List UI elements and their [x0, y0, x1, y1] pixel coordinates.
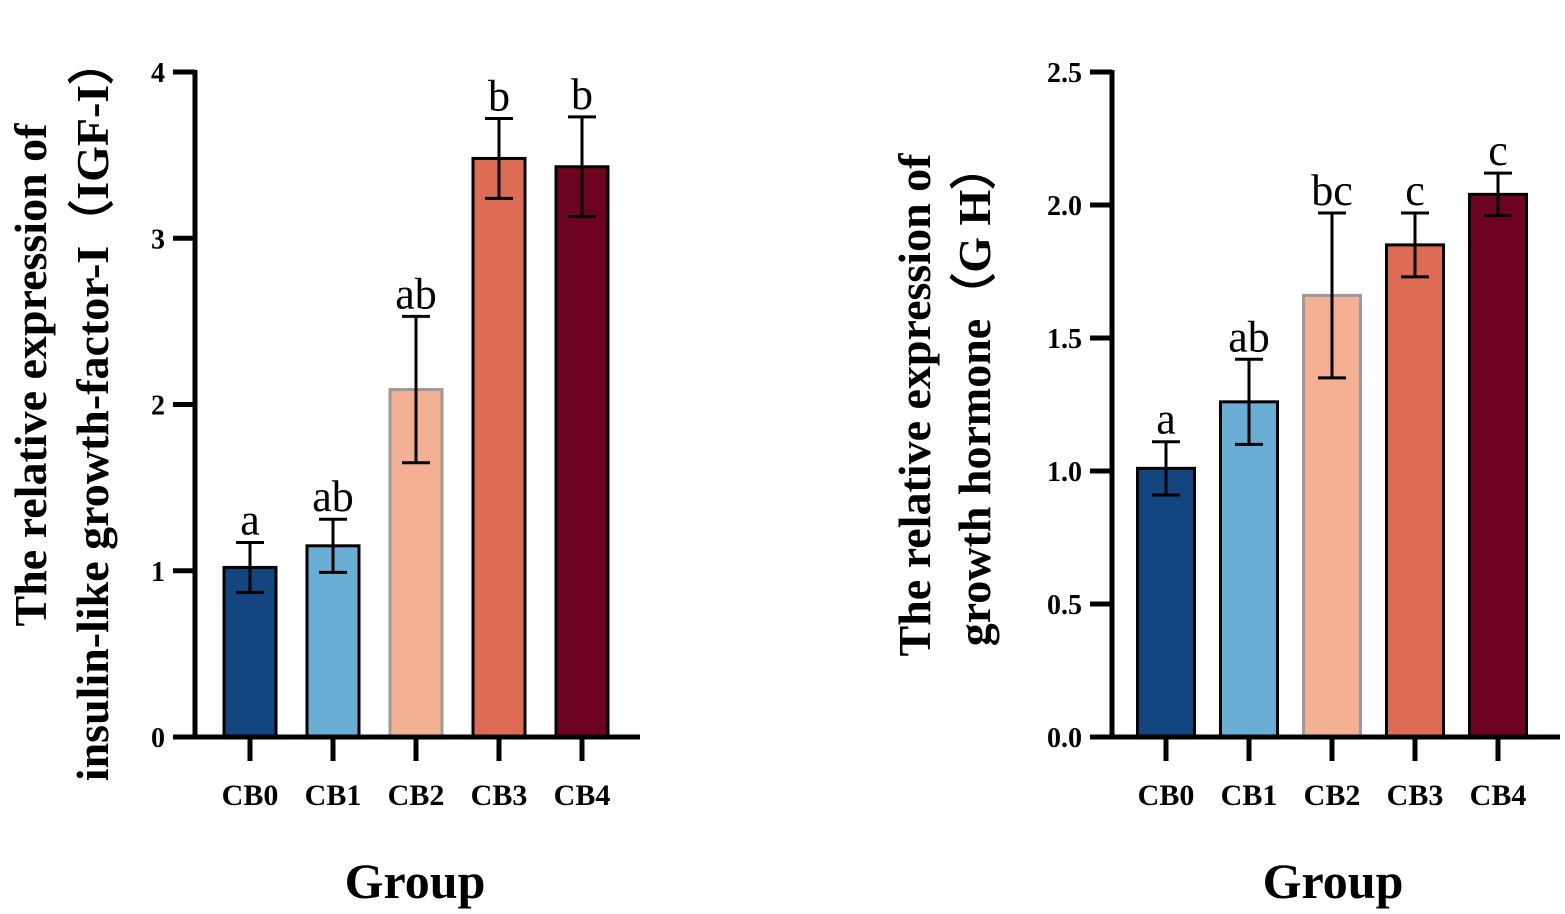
y-axis-label-line2: insulin-like growth-factor-I（IGF-I） — [67, 39, 118, 781]
y-tick-label: 0.5 — [1047, 590, 1082, 621]
bar-cb0 — [1136, 466, 1196, 739]
x-tick-labels: CB0 CB1 CB2 CB3 CB4 — [222, 779, 611, 812]
x-axis-label: Group — [345, 853, 486, 909]
significance-label: c — [1488, 126, 1508, 175]
bar-cb3 — [471, 156, 527, 739]
x-tick-label: CB1 — [1221, 779, 1278, 812]
axes — [173, 69, 640, 761]
x-axis-label: Group — [1263, 853, 1404, 909]
y-tick-labels: 0 1 2 3 4 — [151, 58, 165, 754]
bar-cb4 — [554, 165, 610, 739]
bar-cb4 — [1468, 192, 1528, 739]
bar-cb1 — [305, 544, 361, 739]
bar-cb0 — [222, 565, 278, 739]
y-tick-label: 1.0 — [1047, 457, 1082, 488]
chart-igf1: a ab ab b b 0 1 2 3 4 CB0 CB1 CB2 CB3 CB4 Group The … — [5, 39, 640, 909]
significance-label: ab — [312, 472, 354, 521]
y-tick-label: 0 — [151, 723, 165, 754]
significance-label: c — [1405, 166, 1425, 215]
bars — [1136, 192, 1528, 739]
significance-label: b — [488, 72, 510, 121]
significance-labels: a ab ab b b — [240, 70, 593, 545]
y-tick-label: 3 — [151, 224, 165, 255]
y-tick-labels: 0.0 0.5 1.0 1.5 2.0 2.5 — [1047, 58, 1082, 754]
x-tick-label: CB2 — [1304, 779, 1361, 812]
significance-label: ab — [395, 269, 437, 318]
x-tick-label: CB3 — [1387, 779, 1444, 812]
x-tick-label: CB2 — [388, 779, 445, 812]
y-axis-label-line2: growth hormone（G H） — [949, 144, 1000, 647]
y-tick-label: 2.5 — [1047, 58, 1082, 89]
significance-label: a — [1156, 395, 1176, 444]
axes — [1090, 69, 1560, 761]
y-axis-label-line1: The relative expression of — [889, 153, 940, 657]
y-tick-label: 2.0 — [1047, 191, 1082, 222]
significance-label: b — [571, 70, 593, 119]
significance-labels: a ab bc c c — [1156, 126, 1508, 444]
x-tick-label: CB3 — [471, 779, 528, 812]
bar-cb1 — [1219, 400, 1279, 739]
x-tick-label: CB4 — [554, 779, 611, 812]
y-tick-label: 2 — [151, 391, 165, 422]
significance-label: ab — [1228, 312, 1270, 361]
x-tick-label: CB0 — [1138, 779, 1195, 812]
y-tick-label: 4 — [151, 58, 165, 89]
y-axis-label-line1: The relative expression of — [5, 123, 56, 627]
error-bars — [1152, 171, 1512, 497]
bar-cb3 — [1385, 243, 1445, 739]
x-tick-label: CB4 — [1470, 779, 1527, 812]
x-tick-label: CB1 — [305, 779, 362, 812]
y-tick-label: 1 — [151, 557, 165, 588]
significance-label: a — [240, 495, 260, 544]
significance-label: bc — [1311, 166, 1353, 215]
y-tick-label: 0.0 — [1047, 723, 1082, 754]
x-tick-labels: CB0 CB1 CB2 CB3 CB4 — [1138, 779, 1527, 812]
x-tick-label: CB0 — [222, 779, 279, 812]
y-tick-label: 1.5 — [1047, 324, 1082, 355]
error-bars — [236, 115, 596, 594]
